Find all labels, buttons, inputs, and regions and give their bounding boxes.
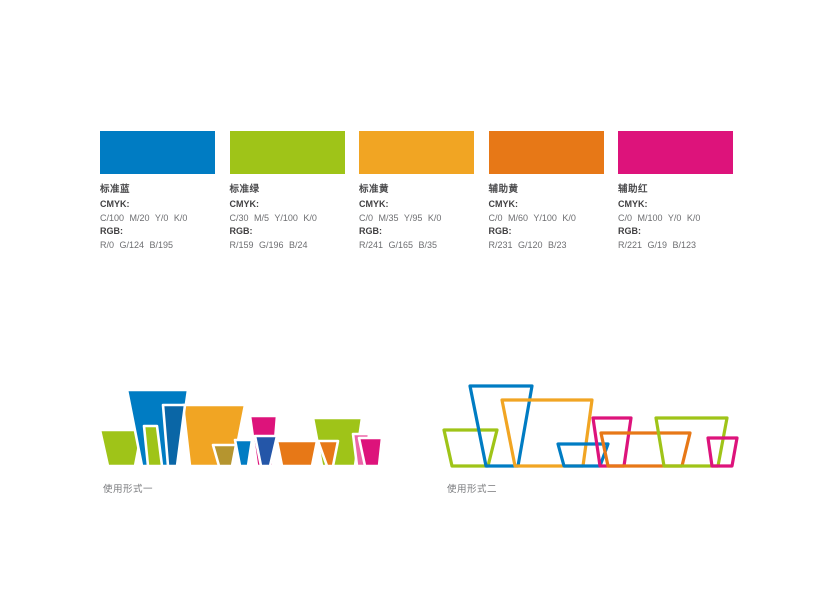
logo1-orange-narrow xyxy=(316,439,340,468)
swatch-card-yellow: 标准黄 CMYK: C/0 M/35 Y/95 K/0 RGB: R/241 G… xyxy=(359,131,474,252)
color-swatch-orange xyxy=(488,131,604,174)
rgb-value: R/0 G/124 B/195 xyxy=(100,239,174,250)
swatch-name: 标准绿 xyxy=(229,184,260,195)
swatch-specs: CMYK: C/0 M/100 Y/0 K/0 RGB: R/221 G/19 … xyxy=(618,198,733,252)
color-palette: 标准蓝 CMYK: C/100 M/20 Y/0 K/0 RGB: R/0 G/… xyxy=(100,131,733,252)
cmyk-value: C/30 M/5 Y/100 K/0 xyxy=(229,212,317,223)
swatch-card-green: 标准绿 CMYK: C/30 M/5 Y/100 K/0 RGB: R/159 … xyxy=(229,131,345,252)
logo2-yellow-large xyxy=(500,398,594,468)
rgb-value: R/159 G/196 B/24 xyxy=(229,239,308,250)
swatch-name: 辅助红 xyxy=(618,184,649,195)
color-swatch-yellow xyxy=(359,131,474,174)
swatch-specs: CMYK: C/0 M/35 Y/95 K/0 RGB: R/241 G/165… xyxy=(359,198,474,252)
logo1-blue-dark-narrow xyxy=(161,403,187,468)
cmyk-value: C/100 M/20 Y/0 K/0 xyxy=(100,212,188,223)
logo2-green-wide xyxy=(654,416,729,468)
logo1-blue-small xyxy=(233,438,254,468)
logo1-olive-small xyxy=(211,443,238,468)
rgb-value: R/231 G/120 B/23 xyxy=(488,239,567,250)
rgb-label: RGB: xyxy=(618,226,641,236)
cmyk-label: CMYK: xyxy=(229,199,260,209)
swatch-card-orange: 辅助黄 CMYK: C/0 M/60 Y/100 K/0 RGB: R/231 … xyxy=(488,131,604,252)
cmyk-label: CMYK: xyxy=(100,199,130,209)
cmyk-value: C/0 M/100 Y/0 K/0 xyxy=(618,212,701,223)
logo-usage-form-2-graphic xyxy=(442,384,739,468)
rgb-label: RGB: xyxy=(100,226,123,236)
logo2-blue-tall xyxy=(468,384,534,468)
swatch-name: 标准蓝 xyxy=(100,184,131,195)
logo2-pink-small xyxy=(706,436,739,468)
color-swatch-blue xyxy=(100,131,215,174)
usage-form-1-label: 使用形式一 xyxy=(103,484,154,495)
logo1-orange-wide xyxy=(275,439,319,468)
rgb-value: R/221 G/19 B/123 xyxy=(618,239,697,250)
usage-form-2-label: 使用形式二 xyxy=(447,484,498,495)
cmyk-label: CMYK: xyxy=(359,199,389,209)
logo-usage-form-1-graphic xyxy=(98,388,384,468)
swatch-name: 辅助黄 xyxy=(488,184,519,195)
cmyk-label: CMYK: xyxy=(488,199,519,209)
rgb-label: RGB: xyxy=(488,226,512,236)
logo2-orange-wide xyxy=(599,431,692,468)
logo1-navy-small xyxy=(253,434,279,468)
logo2-pink-medium xyxy=(591,416,633,468)
logo1-yellow-big xyxy=(181,403,247,468)
cmyk-value: C/0 M/60 Y/100 K/0 xyxy=(488,212,576,223)
swatch-card-blue: 标准蓝 CMYK: C/100 M/20 Y/0 K/0 RGB: R/0 G/… xyxy=(100,131,215,252)
swatch-specs: CMYK: C/30 M/5 Y/100 K/0 RGB: R/159 G/19… xyxy=(230,198,345,252)
swatch-specs: CMYK: C/0 M/60 Y/100 K/0 RGB: R/231 G/12… xyxy=(489,198,604,252)
swatch-card-magenta: 辅助红 CMYK: C/0 M/100 Y/0 K/0 RGB: R/221 G… xyxy=(618,131,733,252)
color-swatch-magenta xyxy=(618,131,733,174)
logo1-pink-right xyxy=(357,436,384,468)
rgb-label: RGB: xyxy=(229,226,253,236)
logo1-green-narrow xyxy=(142,424,164,468)
logo1-green-left xyxy=(98,428,144,468)
logo2-green-small xyxy=(442,428,499,468)
rgb-label: RGB: xyxy=(359,226,382,236)
rgb-value: R/241 G/165 B/35 xyxy=(359,239,438,250)
cmyk-value: C/0 M/35 Y/95 K/0 xyxy=(359,212,442,223)
swatch-name: 标准黄 xyxy=(359,184,390,195)
swatch-specs: CMYK: C/100 M/20 Y/0 K/0 RGB: R/0 G/124 … xyxy=(100,198,215,252)
cmyk-label: CMYK: xyxy=(618,199,648,209)
color-swatch-green xyxy=(229,131,345,174)
